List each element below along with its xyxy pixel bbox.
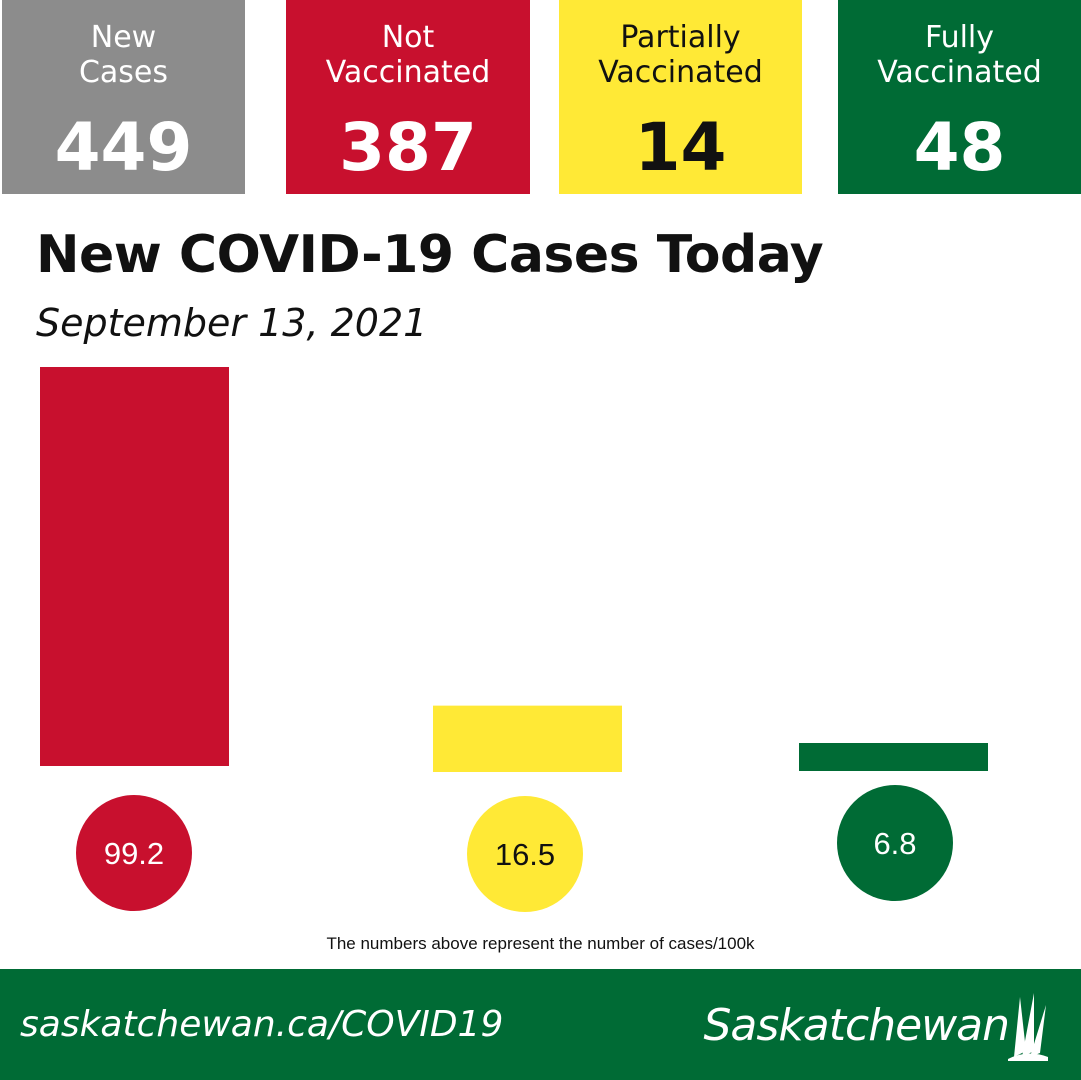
tile-label: New Cases	[2, 20, 245, 90]
tile-value: 14	[634, 109, 727, 186]
tile-label-line1: New	[90, 20, 157, 55]
tile-label-line2: Vaccinated	[325, 55, 491, 90]
page-title: New COVID-19 Cases Today	[36, 225, 824, 285]
bar-fully-vaccinated	[799, 743, 988, 771]
tile-value: 48	[913, 109, 1006, 186]
tile-value: 387	[339, 109, 477, 186]
value-badge	[467, 796, 583, 912]
bar-value-label: 99.2	[104, 836, 164, 871]
value-badge	[837, 785, 953, 901]
report-date: September 13, 2021	[36, 301, 428, 345]
tile-label-line1: Not	[381, 20, 435, 55]
footer-bar: saskatchewan.ca/COVID19 Saskatchewan	[0, 969, 1081, 1080]
tile-label: Fully Vaccinated	[838, 20, 1081, 90]
tile-label: Partially Vaccinated	[559, 20, 802, 90]
footer-brand-wordmark: Saskatchewan	[703, 1000, 1010, 1051]
tile-label-line1: Partially	[620, 20, 741, 55]
stat-tile-partially-vaccinated: Partially Vaccinated 14	[559, 0, 802, 194]
stat-tile-not-vaccinated: Not Vaccinated 387	[286, 0, 530, 194]
tile-label: Not Vaccinated	[286, 20, 530, 90]
stat-tile-new-cases: New Cases 449	[2, 0, 245, 194]
footer-url-link[interactable]: saskatchewan.ca/COVID19	[20, 1004, 504, 1045]
bar-value-label: 16.5	[495, 837, 555, 872]
tile-value: 449	[54, 109, 193, 186]
tile-label-line1: Fully	[924, 20, 995, 55]
bar-value-label: 6.8	[873, 826, 916, 861]
stat-tile-fully-vaccinated: Fully Vaccinated 48	[838, 0, 1081, 194]
wheat-sheaf-icon	[1008, 993, 1048, 1061]
value-badge	[76, 795, 192, 911]
bar-partially-vaccinated	[433, 705, 622, 772]
cases-per-100k-bar-chart: 99.2 16.5 6.8	[40, 367, 988, 912]
tile-label-line2: Vaccinated	[598, 55, 763, 90]
tile-label-line2: Cases	[78, 55, 169, 90]
bar-not-vaccinated	[40, 367, 229, 766]
chart-footnote: The numbers above represent the number o…	[326, 934, 755, 953]
tile-label-line2: Vaccinated	[877, 55, 1042, 90]
